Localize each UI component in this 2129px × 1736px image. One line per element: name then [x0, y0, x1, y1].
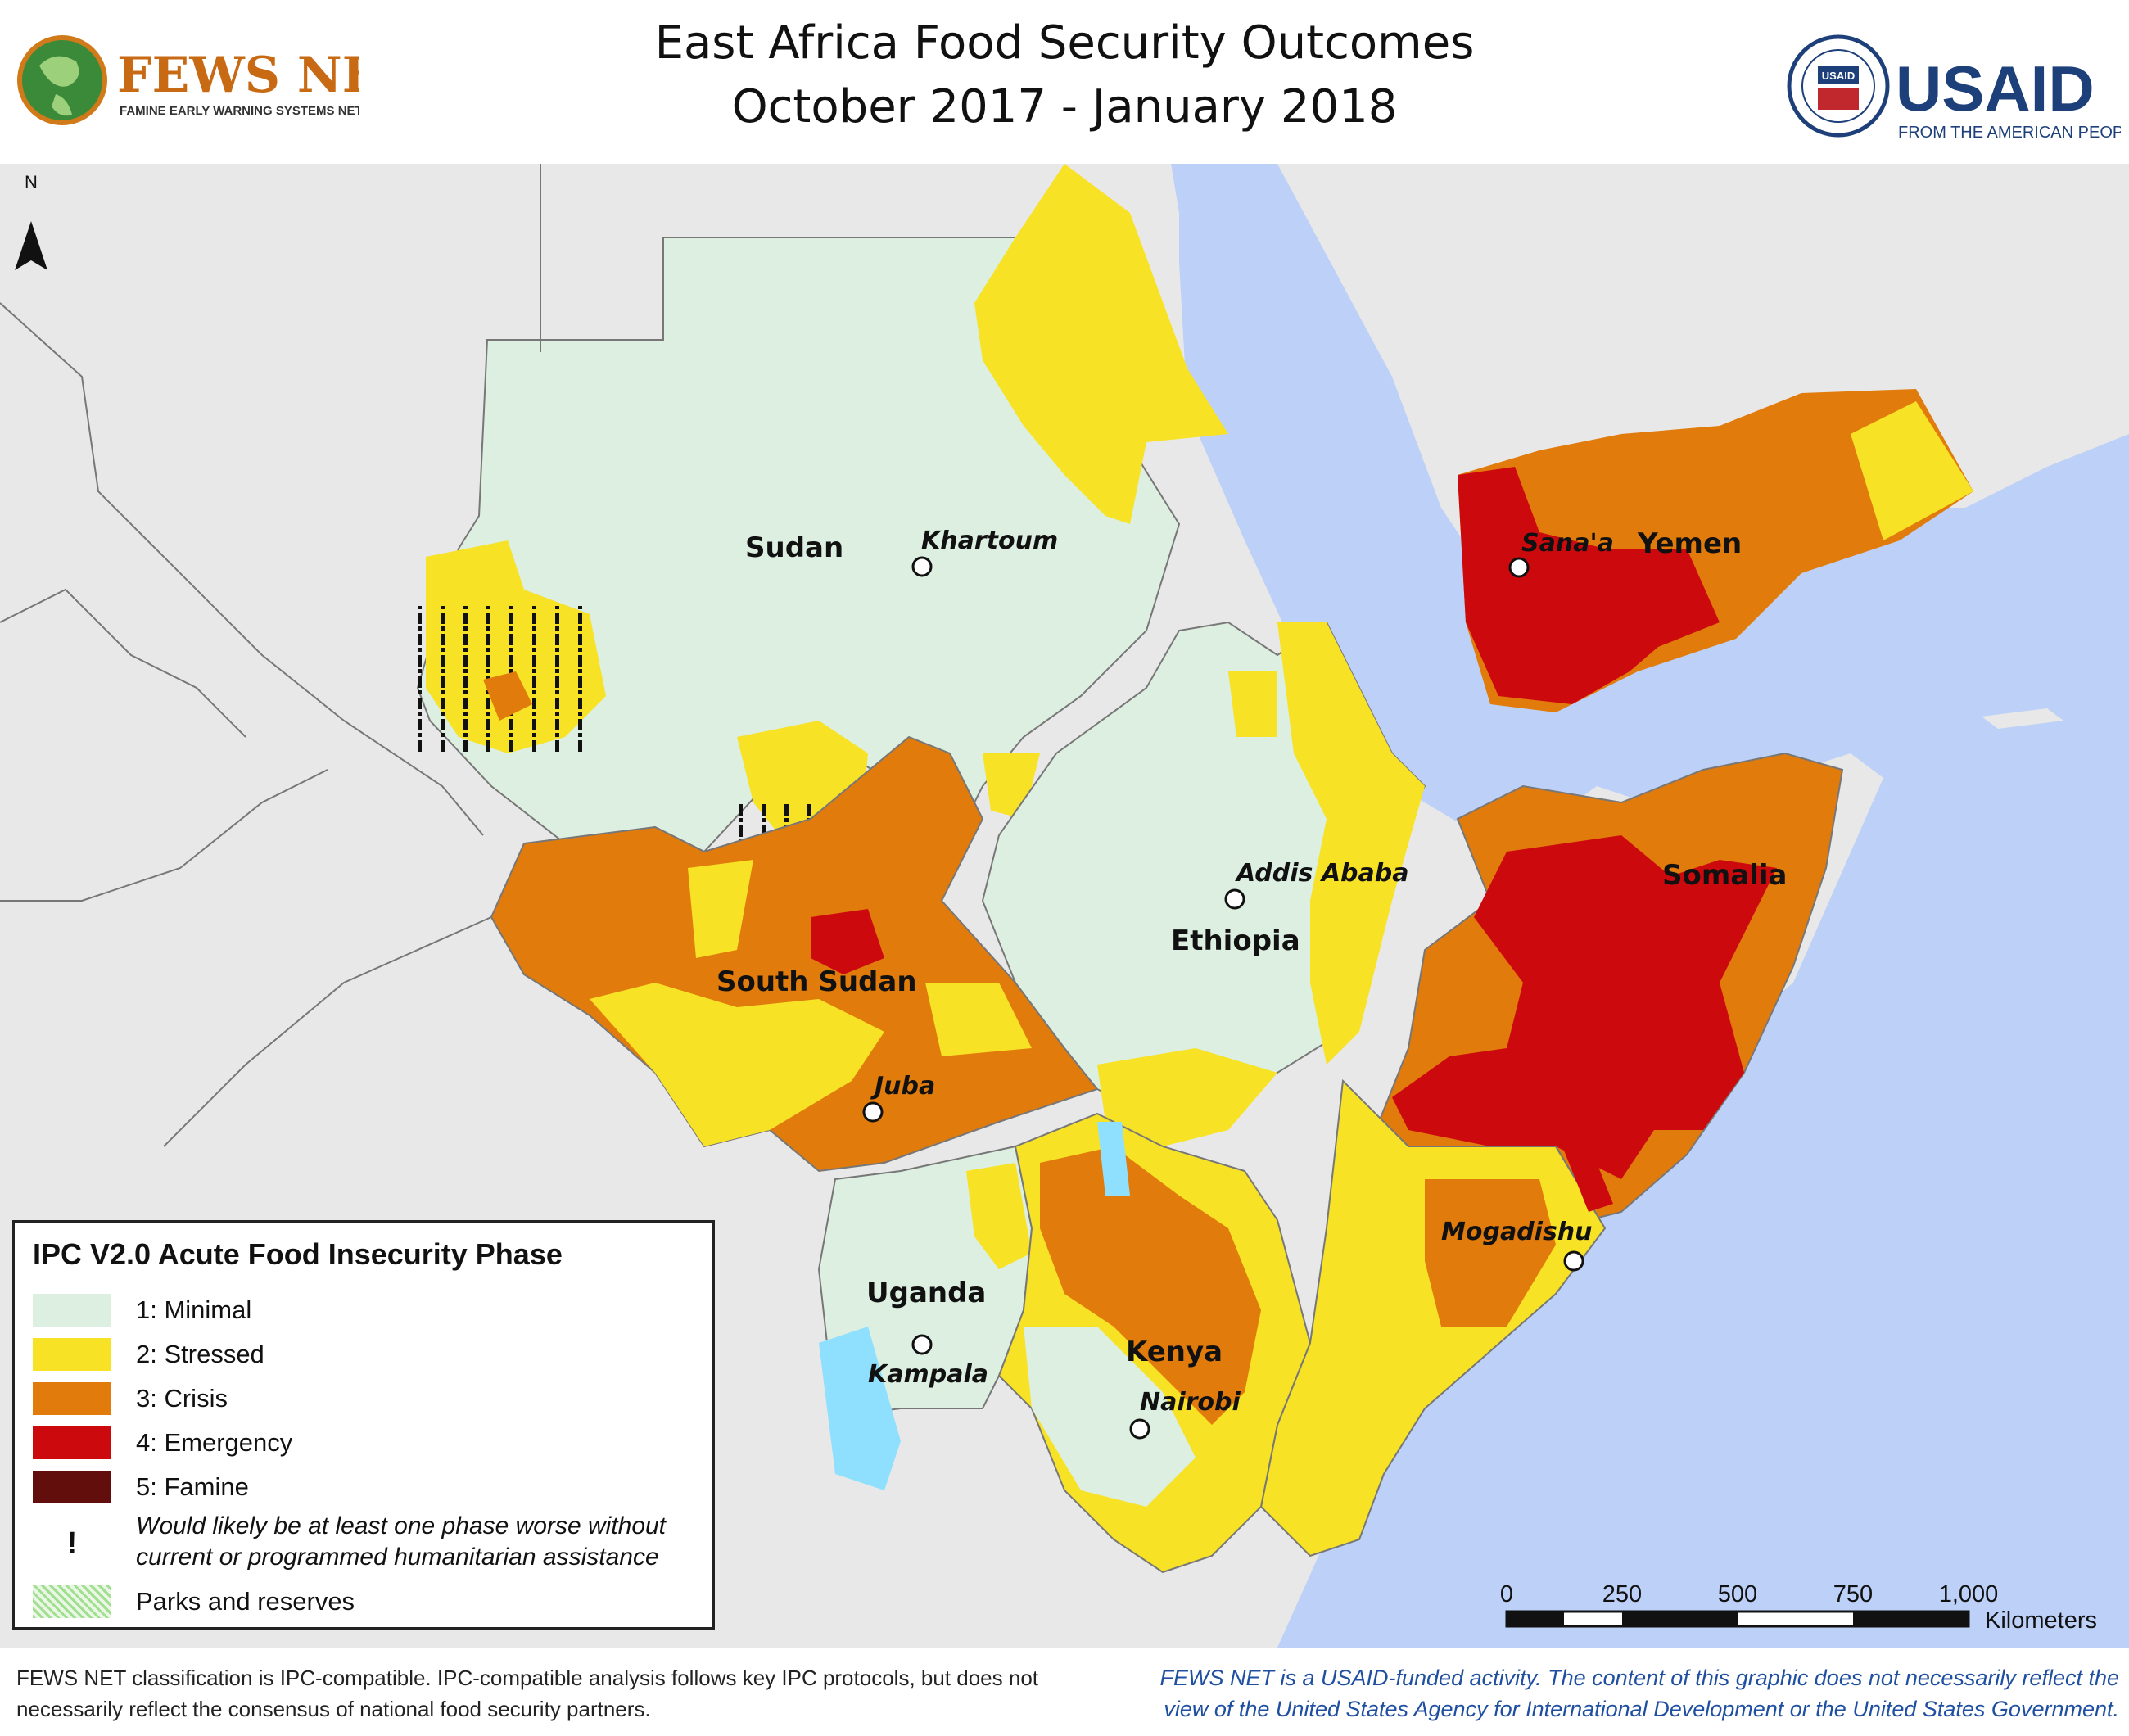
- label-ethiopia: Ethiopia: [1171, 925, 1300, 957]
- svg-text:USAID: USAID: [1822, 70, 1855, 82]
- map-subtitle: October 2017 - January 2018: [731, 80, 1398, 133]
- svg-text:FAMINE EARLY WARNING SYSTEMS N: FAMINE EARLY WARNING SYSTEMS NETWORK: [120, 104, 359, 118]
- yemen-emergency-east: [1589, 549, 1720, 655]
- svg-text:N: N: [25, 172, 38, 192]
- svg-text:750: 750: [1833, 1581, 1873, 1607]
- svg-text:Mogadishu: Mogadishu: [1441, 1218, 1593, 1246]
- lake-turkana: [1097, 1122, 1130, 1196]
- legend-swatch: [33, 1426, 111, 1459]
- legend-swatch: [33, 1294, 111, 1327]
- svg-text:Khartoum: Khartoum: [921, 527, 1058, 555]
- legend-swatch: [33, 1338, 111, 1371]
- lake-victoria: [819, 1327, 901, 1490]
- map-svg: N Sudan South Sudan Ethiopia Yemen Somal…: [0, 164, 2129, 1648]
- city-star-icon: [911, 556, 933, 577]
- svg-text:0: 0: [1500, 1581, 1513, 1607]
- north-arrow-icon: N: [15, 172, 47, 270]
- somalia-emergency: [1392, 835, 1777, 1179]
- kenya-crisis: [1040, 1146, 1261, 1425]
- somalia-emergency-coast: [1654, 983, 1744, 1130]
- city-star-icon: [911, 1334, 933, 1355]
- red-sea: [1171, 164, 1507, 786]
- svg-text:Sana'a: Sana'a: [1521, 529, 1614, 558]
- ethiopia-stressed-north: [1228, 671, 1277, 737]
- city-sanaa: Sana'a: [1508, 529, 1614, 578]
- scale-bar: 0 250 500 750 1,000 Kilometers: [1500, 1581, 2097, 1634]
- label-yemen: Yemen: [1637, 527, 1742, 560]
- legend-item-minimal: 1: Minimal: [33, 1291, 251, 1329]
- south-sudan-stressed-south: [590, 983, 884, 1146]
- south-sudan-stressed-north: [688, 860, 753, 958]
- city-star-icon: [1563, 1250, 1584, 1272]
- svg-text:Kampala: Kampala: [868, 1360, 988, 1389]
- exclamation-icon: !: [66, 1526, 78, 1561]
- yemen-emergency: [1458, 467, 1687, 704]
- svg-text:Addis Ababa: Addis Ababa: [1235, 859, 1408, 888]
- legend-swatch: [33, 1382, 111, 1415]
- label-sudan: Sudan: [745, 531, 843, 564]
- footer-disclaimer-right: FEWS NET is a USAID-funded activity. The…: [1159, 1666, 2119, 1721]
- city-star-icon: [1508, 557, 1530, 578]
- city-star-icon: [862, 1101, 884, 1123]
- svg-text:500: 500: [1718, 1581, 1757, 1607]
- border-line: [0, 302, 484, 836]
- svg-text:Nairobi: Nairobi: [1140, 1388, 1241, 1417]
- city-khartoum: Khartoum: [911, 527, 1058, 577]
- header: FEWS NET FAMINE EARLY WARNING SYSTEMS NE…: [0, 0, 2129, 164]
- legend-item-assistance: ! Would likely be at least one phase wor…: [33, 1511, 709, 1576]
- label-south-sudan: South Sudan: [716, 965, 917, 998]
- footer-disclaimer-left: FEWS NET classification is IPC-compatibl…: [16, 1666, 1038, 1721]
- legend-title: IPC V2.0 Acute Food Insecurity Phase: [33, 1237, 563, 1271]
- city-mogadishu: Mogadishu: [1441, 1218, 1593, 1272]
- border-line: [0, 588, 246, 738]
- legend-swatch: [33, 1585, 111, 1618]
- sudan-stressed-ne: [974, 164, 1228, 524]
- shabelle-emergency: [1556, 1122, 1613, 1212]
- southern-somalia-crisis: [1425, 1179, 1556, 1327]
- yemen-stressed: [1851, 401, 1973, 540]
- label-somalia: Somalia: [1662, 859, 1787, 892]
- city-addis-ababa: Addis Ababa: [1224, 859, 1408, 910]
- svg-text:250: 250: [1602, 1581, 1642, 1607]
- legend: IPC V2.0 Acute Food Insecurity Phase 1: …: [12, 1220, 715, 1630]
- karamoja-stressed: [966, 1163, 1032, 1269]
- unity-emergency: [811, 909, 884, 974]
- legend-item-crisis: 3: Crisis: [33, 1380, 228, 1417]
- usaid-logo: USAID USAID FROM THE AMERICAN PEOPLE: [1777, 25, 2129, 147]
- svg-text:Kilometers: Kilometers: [1985, 1607, 2097, 1634]
- legend-item-emergency: 4: Emergency: [33, 1424, 292, 1462]
- city-juba: Juba: [862, 1072, 935, 1123]
- kenya-minimal-central: [1024, 1327, 1196, 1507]
- svg-text:1,000: 1,000: [1939, 1581, 1999, 1607]
- city-kampala: Kampala: [868, 1334, 988, 1389]
- border-line: [163, 916, 492, 1147]
- svg-text:Juba: Juba: [870, 1072, 935, 1101]
- map-area: N Sudan South Sudan Ethiopia Yemen Somal…: [0, 164, 2129, 1648]
- ethiopia-stressed-south: [1097, 1048, 1277, 1146]
- legend-item-famine: 5: Famine: [33, 1468, 249, 1506]
- city-star-icon: [1129, 1418, 1150, 1440]
- map-title: East Africa Food Security Outcomes: [654, 16, 1475, 70]
- legend-item-parks: Parks and reserves: [33, 1583, 355, 1621]
- city-star-icon: [1224, 888, 1245, 910]
- svg-text:FROM THE AMERICAN PEOPLE: FROM THE AMERICAN PEOPLE: [1898, 124, 2121, 142]
- legend-swatch: [33, 1471, 111, 1503]
- label-kenya: Kenya: [1126, 1336, 1223, 1368]
- border-line: [0, 769, 328, 902]
- city-nairobi: Nairobi: [1129, 1388, 1241, 1440]
- label-uganda: Uganda: [866, 1277, 986, 1309]
- svg-text:USAID: USAID: [1896, 52, 2095, 124]
- ethiopia-stressed-east: [1277, 622, 1425, 1065]
- socotra: [1982, 708, 2063, 729]
- south-sudan-stressed-east: [925, 983, 1032, 1056]
- legend-item-stressed: 2: Stressed: [33, 1336, 264, 1373]
- darfur-crisis: [483, 671, 532, 721]
